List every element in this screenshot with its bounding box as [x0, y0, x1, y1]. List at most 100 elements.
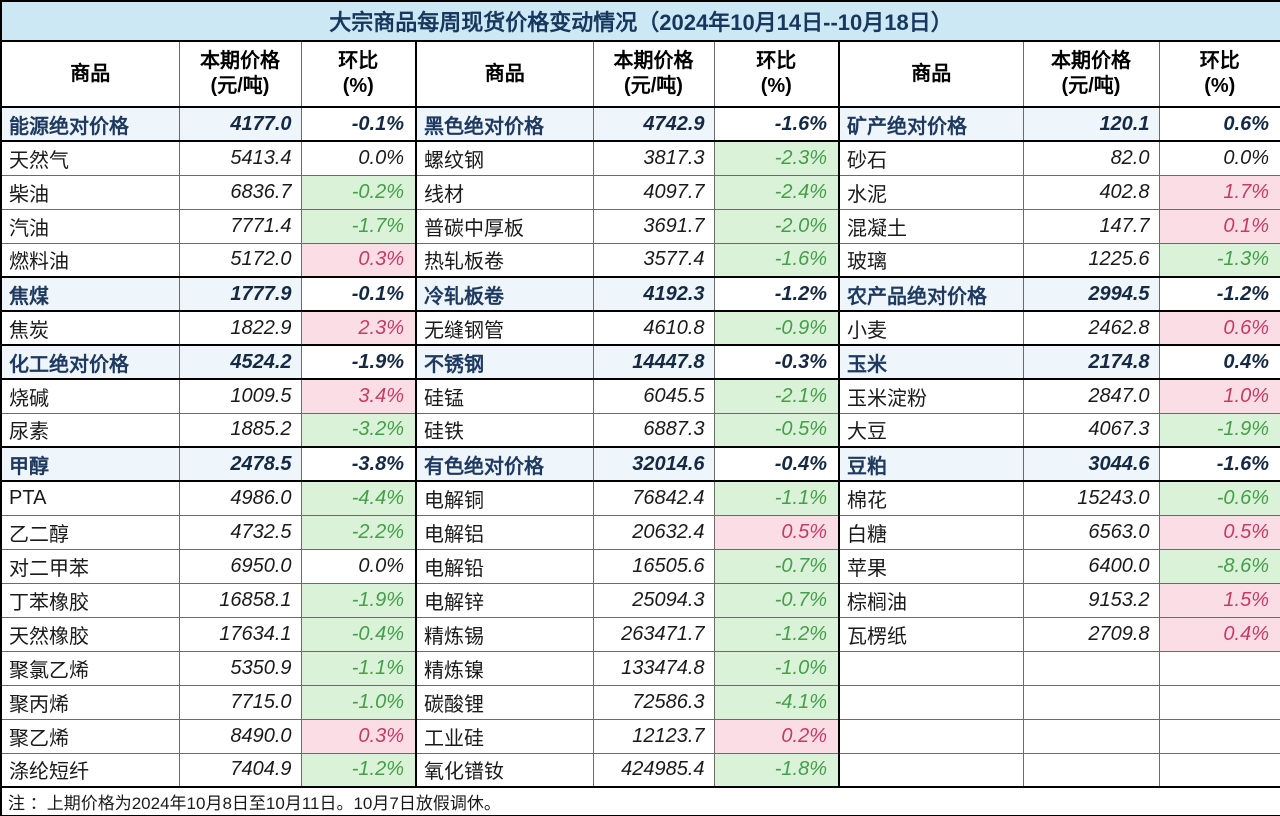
- pct-change-cell: -1.3%: [1158, 242, 1280, 278]
- pct-change-cell: -0.7%: [713, 548, 840, 584]
- pct-change-cell: -1.9%: [300, 582, 417, 618]
- pct-change-cell: -1.9%: [300, 344, 417, 380]
- table-row: 燃料油 5172.0 0.3% 热轧板卷 3577.4 -1.6% 玻璃 1225.6 -1.3…: [0, 242, 1280, 278]
- pct-change-cell: 0.3%: [300, 718, 417, 754]
- table-row: PTA 4986.0 -4.4% 电解铜 76842.4 -1.1% 棉花 15243.0 -0…: [0, 480, 1280, 516]
- table-row: 聚氯乙烯 5350.9 -1.1% 精炼镍 133474.8 -1.0%: [0, 650, 1280, 686]
- footnote: 注 ：上期价格为2024年10月8日至10月11日。10月7日放假调休。: [0, 786, 1280, 816]
- price-cell: 2994.5: [1022, 276, 1160, 312]
- price-cell: [1022, 684, 1160, 720]
- pct-change-cell: -2.3%: [713, 140, 840, 176]
- commodity-cell: 汽油: [0, 208, 180, 244]
- commodity-cell: 玉米: [838, 344, 1024, 380]
- price-cell: 6950.0: [178, 548, 302, 584]
- commodity-cell: 棉花: [838, 480, 1024, 516]
- pct-change-cell: -1.2%: [1158, 276, 1280, 312]
- price-cell: 6045.5: [592, 378, 715, 414]
- commodity-cell: 普碳中厚板: [415, 208, 594, 244]
- pct-change-cell: 0.5%: [713, 514, 840, 550]
- table-row: 天然气 5413.4 0.0% 螺纹钢 3817.3 -2.3% 砂石 82.0 0.0%: [0, 140, 1280, 176]
- price-cell: 120.1: [1022, 106, 1160, 142]
- pct-change-cell: -0.9%: [713, 310, 840, 346]
- commodity-cell: 玉米淀粉: [838, 378, 1024, 414]
- commodity-cell: 苹果: [838, 548, 1024, 584]
- commodity-cell: 矿产绝对价格: [838, 106, 1024, 142]
- table-row: 涤纶短纤 7404.9 -1.2% 氧化镨钕 424985.4 -1.8%: [0, 752, 1280, 788]
- commodity-cell: 不锈钢: [415, 344, 594, 380]
- price-cell: 4610.8: [592, 310, 715, 346]
- commodity-cell: 尿素: [0, 412, 180, 448]
- pct-change-cell: 0.0%: [300, 548, 417, 584]
- commodity-cell: 瓦楞纸: [838, 616, 1024, 652]
- commodity-cell: 电解铅: [415, 548, 594, 584]
- price-cell: 147.7: [1022, 208, 1160, 244]
- price-cell: 82.0: [1022, 140, 1160, 176]
- commodity-cell: 燃料油: [0, 242, 180, 278]
- category-row: 化工绝对价格 4524.2 -1.9% 不锈钢 14447.8 -0.3% 玉米 2174.8…: [0, 344, 1280, 380]
- price-cell: 133474.8: [592, 650, 715, 686]
- price-cell: 6563.0: [1022, 514, 1160, 550]
- price-cell: [1022, 752, 1160, 788]
- price-cell: 2174.8: [1022, 344, 1160, 380]
- header-pct-label: 环比: [756, 50, 797, 72]
- title-row: 大宗商品每周现货价格变动情况（2024年10月14日--10月18日）: [0, 0, 1280, 42]
- header-price-unit: (元/吨): [210, 75, 270, 97]
- header-pct-2: 环比 (%): [713, 40, 840, 108]
- price-cell: 1225.6: [1022, 242, 1160, 278]
- pct-change-cell: 1.5%: [1158, 582, 1280, 618]
- pct-change-cell: -0.4%: [713, 446, 840, 482]
- commodity-cell: 天然橡胶: [0, 616, 180, 652]
- commodity-cell: 农产品绝对价格: [838, 276, 1024, 312]
- price-cell: 32014.6: [592, 446, 715, 482]
- price-cell: 3577.4: [592, 242, 715, 278]
- commodity-cell: 硅锰: [415, 378, 594, 414]
- header-price-unit: (元/吨): [624, 75, 683, 97]
- pct-change-cell: -3.8%: [300, 446, 417, 482]
- price-cell: 8490.0: [178, 718, 302, 754]
- pct-change-cell: -4.1%: [713, 684, 840, 720]
- pct-change-cell: -2.0%: [713, 208, 840, 244]
- header-price-1: 本期价格 (元/吨): [178, 40, 302, 108]
- commodity-cell: [838, 752, 1024, 788]
- commodity-cell: 焦炭: [0, 310, 180, 346]
- price-cell: 25094.3: [592, 582, 715, 618]
- commodity-cell: 玻璃: [838, 242, 1024, 278]
- price-cell: 7771.4: [178, 208, 302, 244]
- pct-change-cell: 0.6%: [1158, 310, 1280, 346]
- pct-change-cell: -0.1%: [300, 106, 417, 142]
- commodity-cell: 冷轧板卷: [415, 276, 594, 312]
- pct-change-cell: 0.4%: [1158, 616, 1280, 652]
- price-cell: 4742.9: [592, 106, 715, 142]
- pct-change-cell: [1158, 752, 1280, 788]
- header-commodity-label: 商品: [70, 62, 111, 85]
- price-cell: [1022, 650, 1160, 686]
- table-row: 汽油 7771.4 -1.7% 普碳中厚板 3691.7 -2.0% 混凝土 147.7 0.1…: [0, 208, 1280, 244]
- commodity-cell: 对二甲苯: [0, 548, 180, 584]
- price-cell: 14447.8: [592, 344, 715, 380]
- price-cell: 5350.9: [178, 650, 302, 686]
- commodity-cell: 螺纹钢: [415, 140, 594, 176]
- commodity-cell: 棕榈油: [838, 582, 1024, 618]
- price-cell: 6836.7: [178, 174, 302, 210]
- price-cell: 1777.9: [178, 276, 302, 312]
- price-cell: 6887.3: [592, 412, 715, 448]
- commodity-cell: 白糖: [838, 514, 1024, 550]
- commodity-cell: 电解锌: [415, 582, 594, 618]
- price-cell: 76842.4: [592, 480, 715, 516]
- price-cell: 4732.5: [178, 514, 302, 550]
- pct-change-cell: [1158, 718, 1280, 754]
- footnote-row: 注 ：上期价格为2024年10月8日至10月11日。10月7日放假调休。: [0, 786, 1280, 816]
- price-cell: 3817.3: [592, 140, 715, 176]
- commodity-cell: [838, 718, 1024, 754]
- price-cell: 16505.6: [592, 548, 715, 584]
- table-row: 甲醇 2478.5 -3.8% 有色绝对价格 32014.6 -0.4% 豆粕 3044.6-…: [0, 446, 1280, 482]
- pct-change-cell: 0.5%: [1158, 514, 1280, 550]
- price-cell: 2847.0: [1022, 378, 1160, 414]
- commodity-cell: 硅铁: [415, 412, 594, 448]
- price-cell: 7404.9: [178, 752, 302, 788]
- commodity-cell: 烧碱: [0, 378, 180, 414]
- header-pct-3: 环比 (%): [1158, 40, 1280, 108]
- price-cell: 4524.2: [178, 344, 302, 380]
- table-row: 柴油 6836.7 -0.2% 线材 4097.7 -2.4% 水泥 402.8 1.7%: [0, 174, 1280, 210]
- pct-change-cell: -1.0%: [300, 684, 417, 720]
